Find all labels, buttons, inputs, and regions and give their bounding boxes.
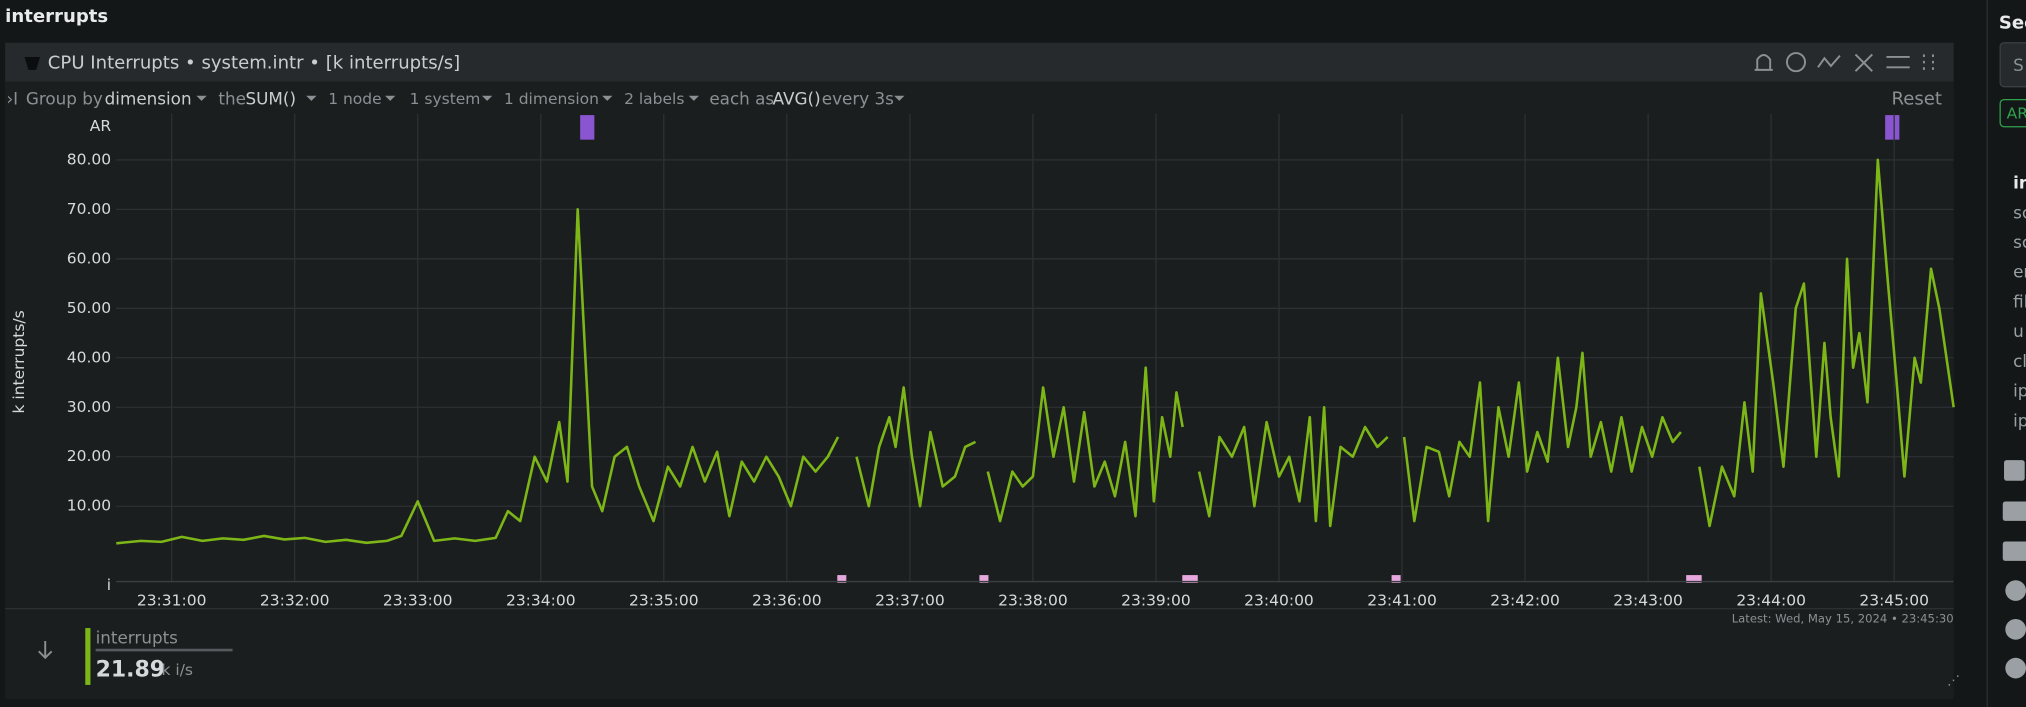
aggregation-value[interactable]: SUM() [245, 89, 296, 109]
sidebar-item[interactable]: ip [2013, 410, 2026, 430]
alert-annotation[interactable] [1885, 115, 1900, 140]
sidebar-item[interactable]: cl [2013, 351, 2026, 371]
sidebar-item[interactable]: ip [2013, 381, 2026, 401]
sidebar-icons [2002, 460, 2026, 679]
aggregation-label: the [218, 89, 246, 109]
settings-button[interactable] [1886, 55, 1910, 69]
y-tick-label: 60.00 [67, 249, 111, 267]
time-aggregation-label: each as [709, 89, 774, 109]
info-button[interactable] [1785, 52, 1807, 73]
x-tick-label: 23:32:00 [260, 591, 330, 609]
sort-icon[interactable] [38, 640, 53, 660]
y-tick-label: 30.00 [67, 398, 111, 416]
y-tick-label: 80.00 [67, 150, 111, 168]
resize-handle[interactable]: ⋰ [1947, 674, 1960, 689]
chart-actions[interactable] [1754, 52, 1934, 73]
group-by-label: Group by [26, 89, 103, 109]
x-tick-label: 23:40:00 [1244, 591, 1314, 609]
annotations [580, 115, 1900, 583]
x-tick-label: 23:44:00 [1736, 591, 1806, 609]
x-tick-label: 23:33:00 [383, 591, 453, 609]
info-annotation[interactable] [837, 575, 847, 583]
info-annotation[interactable] [1686, 575, 1702, 583]
legend-unit: k i/s [162, 661, 194, 679]
legend-value: 21.89 [96, 658, 165, 683]
x-tick-label: 23:43:00 [1613, 591, 1683, 609]
drag-handle[interactable] [1922, 54, 1934, 72]
x-tick-label: 23:39:00 [1121, 591, 1191, 609]
sidebar-badge[interactable] [1999, 98, 2026, 128]
page-title: interrupts [5, 6, 108, 27]
x-tick-label: 23:34:00 [506, 591, 576, 609]
chart-panel [5, 42, 1954, 700]
sidebar-item[interactable]: fil [2013, 291, 2026, 311]
x-tick-label: 23:36:00 [752, 591, 822, 609]
group-by-value[interactable]: dimension [105, 89, 192, 109]
toolbar-chevrons [196, 95, 905, 101]
legend-name[interactable]: interrupts [96, 627, 178, 647]
plot: 10.00 20.00 30.00 40.00 50.00 60.00 70.00 80.00… [67, 113, 1955, 609]
y-tick-label: 50.00 [67, 299, 111, 317]
fullscreen-button[interactable] [1854, 53, 1873, 72]
x-tick-label: 23:45:00 [1859, 591, 1929, 609]
dimensions-filter[interactable]: 1 dimension [504, 90, 599, 108]
x-tick-label: 23:37:00 [875, 591, 945, 609]
alert-annotation[interactable] [580, 115, 595, 140]
sidebar-item[interactable]: in [2013, 173, 2026, 193]
annotation-row-label: AR [90, 117, 112, 135]
toolbar-toggle[interactable]: ›I [6, 89, 18, 109]
y-tick-label: 20.00 [67, 447, 111, 465]
annotation-row-label: i [107, 576, 111, 594]
chart-title: CPU Interrupts • system.intr • [k interr… [48, 52, 460, 73]
y-tick-label: 40.00 [67, 348, 111, 366]
info-annotation[interactable] [1182, 575, 1198, 583]
x-tick-label: 23:31:00 [137, 591, 207, 609]
chart-icon [24, 56, 41, 70]
y-tick-label: 70.00 [67, 200, 111, 218]
latest-timestamp: Latest: Wed, May 15, 2024 • 23:45:30 [1732, 612, 1954, 626]
reset-button[interactable]: Reset [1891, 89, 1942, 110]
info-annotation[interactable] [979, 575, 989, 583]
legend-swatch [85, 628, 91, 685]
compare-button[interactable] [1817, 55, 1841, 68]
search-placeholder: S [2013, 55, 2024, 75]
chart-header [5, 42, 1954, 82]
time-aggregation-value[interactable]: AVG() [773, 89, 821, 109]
x-tick-label: 23:38:00 [998, 591, 1068, 609]
time-group[interactable]: every 3s [822, 89, 894, 109]
sidebar-item[interactable]: er [2013, 262, 2026, 282]
nodes-filter[interactable]: 1 node [328, 90, 381, 108]
sidebar-title: Sec [1999, 12, 2026, 33]
sidebar-item[interactable]: u [2013, 321, 2024, 341]
x-tick-label: 23:35:00 [629, 591, 699, 609]
systems-filter[interactable]: 1 system [410, 90, 481, 108]
sidebar-list: in sc sc er fil u cl ip ip [2013, 173, 2026, 431]
info-annotation[interactable] [1391, 575, 1401, 583]
y-axis-label: k interrupts/s [10, 310, 28, 413]
alert-button[interactable] [1754, 54, 1773, 71]
search-box[interactable] [1999, 42, 2026, 88]
sidebar-item[interactable]: sc [2013, 232, 2026, 252]
y-tick-label: 10.00 [67, 497, 111, 515]
x-tick-label: 23:42:00 [1490, 591, 1560, 609]
series-line [116, 158, 1955, 545]
labels-filter[interactable]: 2 labels [624, 90, 684, 108]
sidebar-badge-text: AR [2007, 104, 2026, 122]
x-tick-label: 23:41:00 [1367, 591, 1437, 609]
sidebar-item[interactable]: sc [2013, 202, 2026, 222]
